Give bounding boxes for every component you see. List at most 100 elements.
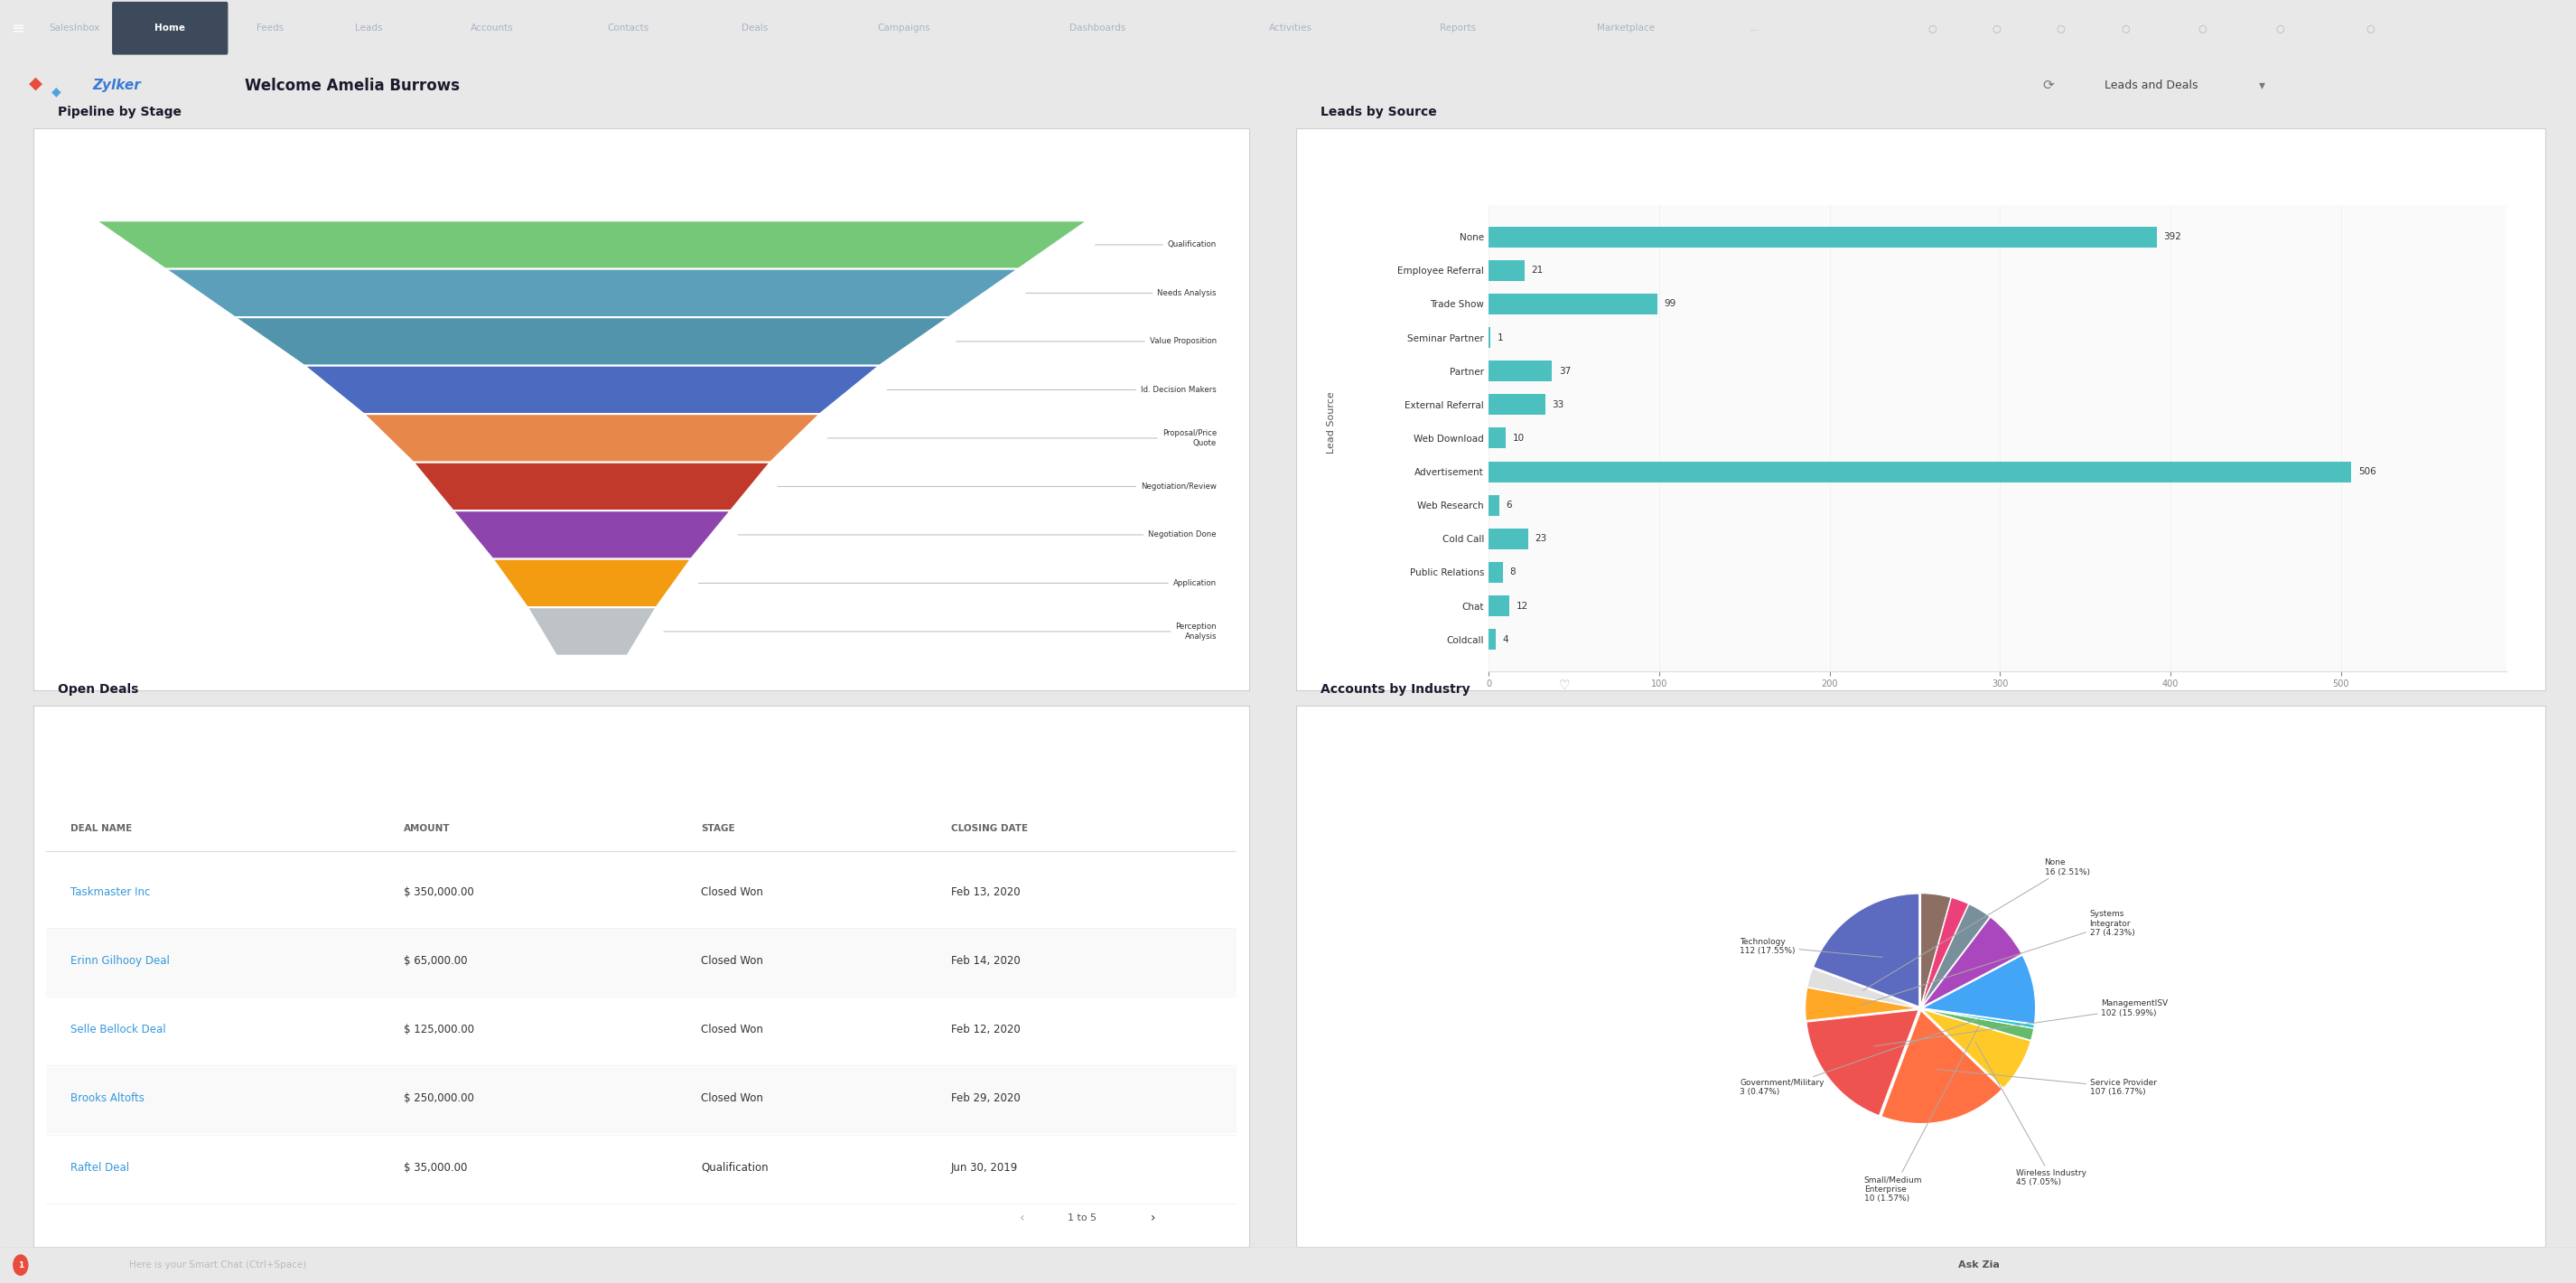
Text: Reports: Reports: [1440, 23, 1476, 33]
Text: Raftel Deal: Raftel Deal: [70, 1161, 129, 1173]
Bar: [1489, 629, 1497, 649]
Text: ⟳: ⟳: [2043, 78, 2053, 92]
Text: Negotiation Done: Negotiation Done: [739, 531, 1216, 539]
Text: Id. Decision Makers: Id. Decision Makers: [886, 386, 1216, 394]
Text: ○: ○: [2365, 23, 2375, 33]
Bar: [1489, 294, 1656, 314]
Wedge shape: [1806, 1010, 1919, 1116]
Text: None
16 (2.51%): None 16 (2.51%): [1862, 858, 2089, 990]
Text: ◆: ◆: [52, 85, 62, 98]
Wedge shape: [1922, 1010, 2030, 1088]
Polygon shape: [95, 221, 1087, 269]
Wedge shape: [1922, 898, 1968, 1006]
Text: Technology
112 (17.55%): Technology 112 (17.55%): [1739, 938, 1883, 957]
Text: Open Deals: Open Deals: [57, 683, 139, 695]
Text: Systems
Integrator
27 (4.23%): Systems Integrator 27 (4.23%): [1860, 911, 2136, 1006]
Bar: [1489, 427, 1507, 449]
FancyBboxPatch shape: [46, 1066, 1236, 1133]
Text: ○: ○: [1927, 23, 1937, 33]
Text: 8: 8: [1510, 568, 1515, 577]
FancyBboxPatch shape: [113, 1, 229, 55]
Text: ManagementISV
102 (15.99%): ManagementISV 102 (15.99%): [1873, 999, 2169, 1046]
Text: Closed Won: Closed Won: [701, 1093, 762, 1105]
Text: ○: ○: [2197, 23, 2208, 33]
Bar: [1489, 462, 2352, 482]
Text: Selle Bellock Deal: Selle Bellock Deal: [70, 1024, 165, 1035]
Text: Application: Application: [698, 579, 1216, 588]
Text: 4: 4: [1502, 635, 1510, 644]
Bar: [1489, 595, 1510, 616]
Text: 10: 10: [1512, 434, 1525, 443]
Text: Closed Won: Closed Won: [701, 956, 762, 967]
Text: ○: ○: [2056, 23, 2066, 33]
Wedge shape: [1922, 1008, 2035, 1041]
Wedge shape: [1814, 894, 1919, 1007]
Text: ‹: ‹: [1020, 1211, 1025, 1224]
Wedge shape: [1880, 1011, 2002, 1124]
Text: 1: 1: [1497, 334, 1504, 343]
Text: Value Proposition: Value Proposition: [956, 337, 1216, 345]
Text: ◆: ◆: [28, 74, 44, 92]
Text: Feeds: Feeds: [258, 23, 283, 33]
FancyBboxPatch shape: [46, 929, 1236, 996]
Text: Activities: Activities: [1270, 23, 1311, 33]
Text: CLOSING DATE: CLOSING DATE: [951, 824, 1028, 833]
Text: Home: Home: [155, 23, 185, 33]
Text: Leads and Deals: Leads and Deals: [2105, 80, 2197, 91]
Text: 392: 392: [2164, 232, 2182, 241]
Text: Proposal/Price
Quote: Proposal/Price Quote: [827, 430, 1216, 446]
Text: 506: 506: [2357, 467, 2375, 476]
Circle shape: [13, 1255, 28, 1275]
Text: Government/Military
3 (0.47%): Government/Military 3 (0.47%): [1739, 1019, 1978, 1096]
Text: Contacts: Contacts: [608, 23, 649, 33]
Text: Welcome Amelia Burrows: Welcome Amelia Burrows: [245, 77, 459, 94]
Text: 37: 37: [1558, 367, 1571, 376]
Text: Qualification: Qualification: [701, 1161, 768, 1173]
Text: Zylker: Zylker: [93, 78, 142, 92]
Text: Feb 29, 2020: Feb 29, 2020: [951, 1093, 1020, 1105]
Text: Jun 30, 2019: Jun 30, 2019: [951, 1161, 1018, 1173]
Text: ≡: ≡: [10, 21, 26, 36]
Bar: [1489, 226, 2156, 248]
Text: Feb 13, 2020: Feb 13, 2020: [951, 887, 1020, 898]
Text: Feb 14, 2020: Feb 14, 2020: [951, 956, 1020, 967]
Text: 21: 21: [1533, 266, 1543, 275]
Text: Closed Won: Closed Won: [701, 887, 762, 898]
Text: Perception
Analysis: Perception Analysis: [665, 622, 1216, 640]
Bar: [1489, 260, 1525, 281]
Text: 1 to 5: 1 to 5: [1066, 1214, 1097, 1223]
Text: $ 125,000.00: $ 125,000.00: [404, 1024, 474, 1035]
Text: Small/Medium
Enterprise
10 (1.57%): Small/Medium Enterprise 10 (1.57%): [1865, 1025, 1981, 1202]
Text: DEAL NAME: DEAL NAME: [70, 824, 131, 833]
Text: Closed Won: Closed Won: [701, 1024, 762, 1035]
Text: ○: ○: [2275, 23, 2285, 33]
Text: ○: ○: [2120, 23, 2130, 33]
Text: Here is your Smart Chat (Ctrl+Space): Here is your Smart Chat (Ctrl+Space): [129, 1260, 307, 1270]
Text: 33: 33: [1551, 400, 1564, 409]
Bar: [1489, 394, 1546, 414]
Wedge shape: [1922, 955, 2035, 1024]
Text: Dashboards: Dashboards: [1069, 23, 1126, 33]
Text: $ 65,000.00: $ 65,000.00: [404, 956, 466, 967]
Text: 99: 99: [1664, 299, 1677, 308]
Text: Needs Analysis: Needs Analysis: [1025, 289, 1216, 298]
Text: Ask Zia: Ask Zia: [1958, 1260, 1999, 1270]
Text: ...: ...: [1749, 23, 1759, 33]
Text: 6: 6: [1507, 500, 1512, 509]
Text: 1: 1: [18, 1261, 23, 1269]
Text: SalesInbox: SalesInbox: [49, 23, 100, 33]
Wedge shape: [1922, 905, 1989, 1006]
Wedge shape: [1922, 893, 1950, 1006]
Text: Service Provider
107 (16.77%): Service Provider 107 (16.77%): [1937, 1069, 2156, 1096]
Text: $ 350,000.00: $ 350,000.00: [404, 887, 474, 898]
Text: ▾: ▾: [2259, 80, 2264, 91]
Text: Wireless Industry
45 (7.05%): Wireless Industry 45 (7.05%): [1976, 1042, 2087, 1187]
Text: ○: ○: [1991, 23, 2002, 33]
Text: $ 35,000.00: $ 35,000.00: [404, 1161, 466, 1173]
Text: Negotiation/Review: Negotiation/Review: [778, 482, 1216, 490]
Text: Erinn Gilhooy Deal: Erinn Gilhooy Deal: [70, 956, 170, 967]
Bar: [1489, 495, 1499, 516]
Polygon shape: [234, 317, 948, 366]
Text: $ 250,000.00: $ 250,000.00: [404, 1093, 474, 1105]
Text: 23: 23: [1535, 534, 1548, 543]
